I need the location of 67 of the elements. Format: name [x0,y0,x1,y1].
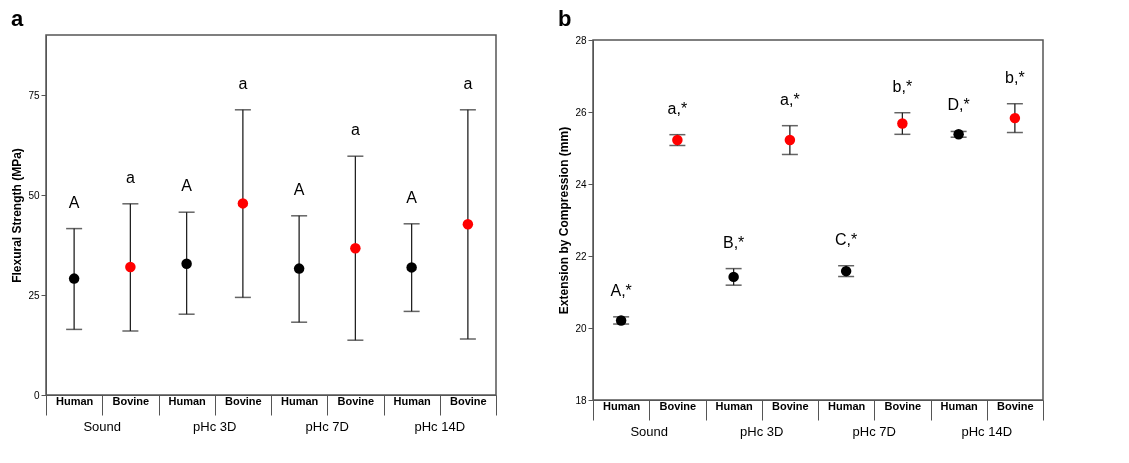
point [406,262,417,273]
x-tick-label: Human [827,399,866,412]
annotation: A,* [610,281,632,299]
y-tick-label: 20 [575,322,587,334]
annotation: A [293,180,305,198]
annotation: a,* [667,99,688,117]
y-tick-label: 75 [28,89,40,101]
y-tick-label: 22 [575,250,587,262]
x-tick-label: Human [940,399,979,412]
annotation: B,* [722,233,745,251]
point [897,118,908,129]
annotation: a,* [780,90,800,108]
y-tick-label: 26 [575,106,587,118]
chart-title: b [557,6,572,31]
x-tick-label: Human [393,394,432,407]
x-tick-label: Human [602,399,641,412]
annotation: a [463,74,473,92]
x-tick-label: Bovine [997,399,1034,412]
y-tick-label: 24 [575,178,587,190]
x-tick-label: Bovine [450,394,487,407]
x-tick-label: Human [715,399,754,412]
point [953,129,964,140]
point [728,271,739,283]
text: pHc 7D [852,424,896,439]
x-tick-label: Bovine [884,399,922,412]
y-tick-label: 25 [28,289,40,301]
point [68,273,80,284]
point [237,198,249,209]
annotation: A [68,193,80,211]
x-tick-label: Bovine [659,399,697,412]
point [350,242,361,254]
annotation: A [406,188,418,206]
text: pHc 3D [193,419,237,434]
x-tick-label: Bovine [112,394,150,407]
annotation: a [350,121,360,139]
annotation: b,* [892,77,913,95]
y-axis-title: Flexural Strength (MPa) [10,148,25,283]
chart-title: a [10,6,24,31]
text: pHc 7D [305,419,349,434]
point [1009,112,1021,124]
x-tick-label: Human [55,394,94,407]
x-tick-label: Bovine [337,394,375,407]
text: Sound [630,424,669,439]
text: pHc 14D [961,424,1013,439]
x-tick-label: Human [168,394,207,407]
annotation: a [238,74,248,92]
annotation: a [125,168,135,186]
annotation: C,* [835,230,858,248]
x-tick-label: Bovine [772,399,809,412]
y-tick-label: 0 [33,389,40,401]
x-tick-label: Human [280,394,319,407]
text: pHc 3D [740,424,784,439]
y-tick-label: 28 [575,34,587,46]
y-tick-label: 18 [575,394,587,406]
text: Sound [83,419,122,434]
y-tick-label: 50 [28,189,40,201]
point [462,218,474,230]
text: pHc 14D [414,419,466,434]
point [181,258,192,270]
annotation: A [181,177,193,195]
x-tick-label: Bovine [225,394,262,407]
point [293,263,305,274]
annotation: b,* [1005,68,1025,86]
point [784,134,796,146]
point [125,261,136,273]
annotation: D,* [947,96,970,114]
y-axis-title: Extension by Compression (mm) [557,126,572,315]
